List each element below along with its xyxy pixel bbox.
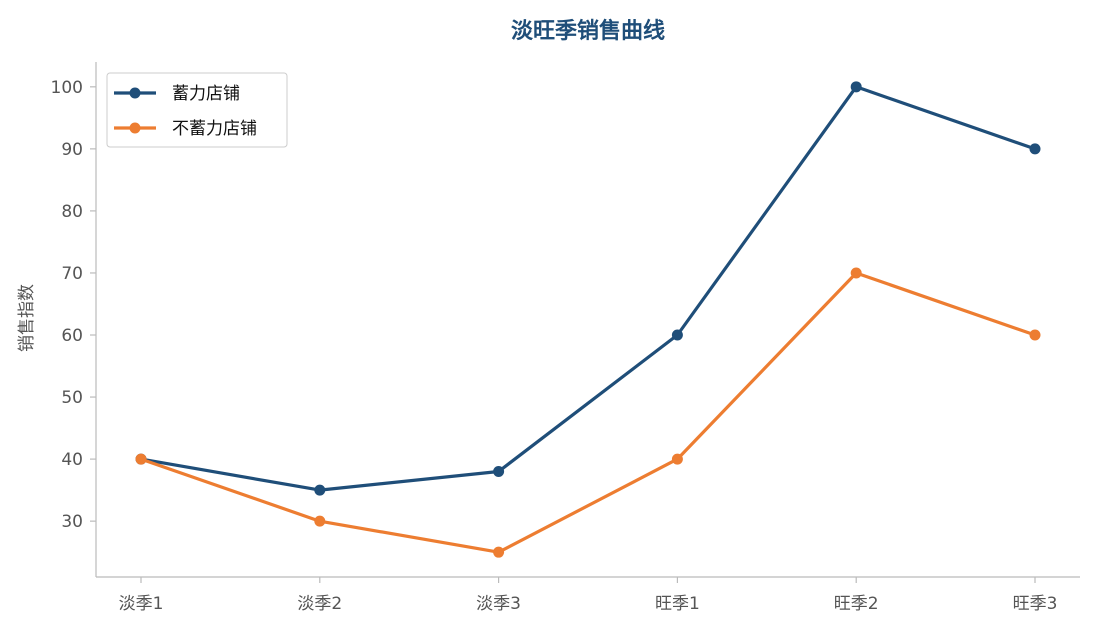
legend-label: 不蓄力店铺 (172, 119, 257, 139)
data-point (850, 267, 862, 279)
data-point (850, 81, 862, 93)
x-tick-label: 淡季3 (476, 594, 521, 614)
x-axis-ticks: 淡季1 淡季2 淡季3 旺季1 旺季2 旺季3 (119, 577, 1058, 614)
y-axis-ticks: 30 40 50 60 70 80 90 100 (51, 78, 96, 532)
series-layer (135, 81, 1041, 558)
data-point (671, 329, 683, 341)
data-point (314, 484, 326, 496)
y-tick-label: 80 (61, 202, 83, 222)
y-tick-label: 30 (61, 512, 83, 532)
legend-marker (129, 122, 141, 134)
legend-label: 蓄力店铺 (172, 84, 240, 104)
legend-marker (129, 87, 141, 99)
series-line-1 (139, 85, 1037, 492)
x-tick-label: 淡季2 (297, 594, 342, 614)
y-tick-label: 40 (61, 450, 83, 470)
x-tick-label: 淡季1 (119, 594, 164, 614)
chart-title: 淡旺季销售曲线 (511, 18, 665, 44)
data-point (493, 466, 505, 478)
data-point (135, 453, 147, 465)
data-point (671, 453, 683, 465)
data-point (1029, 143, 1041, 155)
y-axis-label: 销售指数 (17, 284, 37, 352)
x-tick-label: 旺季2 (834, 594, 879, 614)
data-point (493, 546, 505, 558)
y-tick-label: 50 (61, 388, 83, 408)
x-tick-label: 旺季3 (1013, 594, 1058, 614)
y-tick-label: 60 (61, 326, 83, 346)
data-point (314, 515, 326, 527)
y-tick-label: 100 (51, 78, 83, 98)
y-tick-label: 90 (61, 140, 83, 160)
series-line-2 (139, 271, 1037, 554)
data-point (1029, 329, 1041, 341)
x-tick-label: 旺季1 (655, 594, 700, 614)
y-tick-label: 70 (61, 264, 83, 284)
